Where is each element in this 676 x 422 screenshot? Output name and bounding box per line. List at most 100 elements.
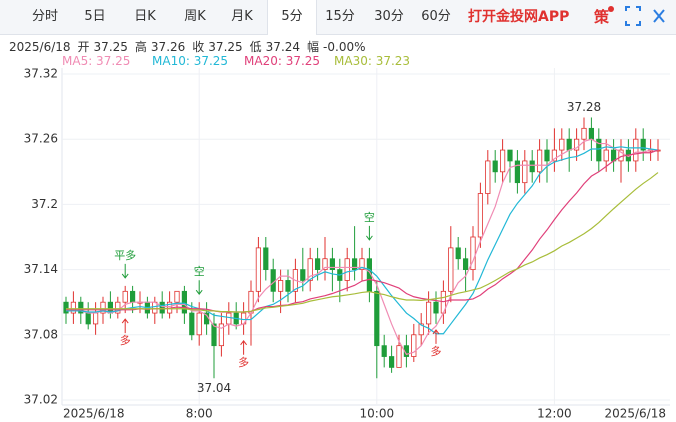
info-value: 37.25	[93, 40, 128, 54]
signal-arrow	[121, 318, 129, 334]
fullscreen-icon[interactable]	[625, 6, 641, 26]
candle-body	[152, 301, 158, 314]
strategy[interactable]: 策	[594, 8, 610, 26]
candle-body	[63, 301, 69, 314]
y-tick-label: 37.2	[31, 197, 58, 211]
y-tick-label: 37.26	[24, 132, 58, 146]
candle-body	[196, 312, 202, 336]
candle-body	[388, 356, 395, 368]
signal-label: 空	[194, 264, 205, 278]
tab[interactable]: 日K	[134, 9, 156, 24]
candle-body	[211, 323, 217, 347]
candle-body	[470, 236, 476, 270]
candle-body	[499, 149, 506, 173]
candle-body	[129, 290, 136, 303]
candle-body	[159, 301, 165, 314]
candle-body	[514, 160, 521, 184]
tab[interactable]: 分时	[31, 9, 58, 24]
candle-body	[640, 138, 646, 151]
info-label: 高	[134, 40, 147, 54]
y-tick-label: 37.08	[24, 327, 58, 341]
candle-body	[551, 149, 558, 162]
y-tick-label: 37.02	[24, 393, 58, 407]
candle-body	[285, 280, 291, 292]
candle-body	[359, 258, 365, 271]
candle-body	[611, 149, 617, 162]
candle-body	[351, 258, 358, 271]
candle-body	[277, 280, 284, 292]
candle-body	[566, 138, 572, 151]
candle-body	[448, 247, 454, 292]
info-line: 2025/6/18 开 37.25 高 37.26 收 37.25 低 37.24 幅 -0.00%	[9, 38, 373, 55]
candle-body	[174, 290, 180, 303]
candle-body	[270, 269, 276, 292]
candle-body	[492, 160, 498, 173]
candle-body	[418, 323, 424, 336]
candle-body	[522, 160, 528, 184]
x-tick-label: 10:00	[360, 407, 395, 421]
x-tick-label: 8:00	[186, 407, 213, 421]
candle-body	[226, 312, 232, 325]
candle-body	[544, 149, 550, 162]
candle-body	[122, 290, 128, 303]
candle-body	[485, 160, 491, 194]
tab[interactable]: 30分	[374, 9, 404, 24]
candle-body	[574, 138, 580, 151]
candle-body	[218, 323, 224, 347]
candle-body	[425, 301, 432, 325]
legend-entry: MA20: 37.25	[244, 54, 321, 68]
legend-entry: MA10: 37.25	[152, 54, 229, 68]
candle-body	[537, 149, 543, 173]
candle-body	[100, 301, 106, 314]
info-label: 低	[249, 40, 262, 54]
candle-body	[263, 247, 269, 271]
signal-label: 多	[431, 344, 442, 358]
tab[interactable]: 5日	[84, 9, 106, 24]
ma-line	[66, 149, 659, 313]
candle-body	[462, 258, 469, 271]
x-tick-label: 2025/6/18	[604, 407, 666, 421]
candle-body	[529, 160, 535, 173]
signal-label: 多	[120, 333, 131, 347]
candle-body	[344, 258, 350, 281]
extreme-label: 37.28	[567, 100, 601, 114]
tab[interactable]: 月K	[231, 9, 253, 24]
candle-body	[78, 301, 84, 314]
candle-body	[396, 345, 402, 368]
signal-arrow	[240, 339, 247, 355]
ma-line	[66, 172, 659, 313]
candle-body	[596, 138, 602, 162]
signal-arrow	[366, 225, 373, 241]
candle-body	[455, 247, 461, 260]
candle-body	[588, 127, 595, 140]
candle-body	[329, 258, 336, 271]
candle-body	[85, 312, 91, 325]
candle-body	[477, 193, 484, 238]
x-tick-label: 2025/6/18	[63, 407, 125, 421]
signal-arrow	[121, 263, 129, 279]
candle-body	[603, 149, 609, 162]
candle-body	[307, 258, 313, 281]
open-app[interactable]: 打开金投网APP	[468, 9, 570, 25]
info-label: 幅	[307, 40, 320, 54]
y-tick-label: 37.14	[24, 262, 58, 276]
signal-arrow	[432, 329, 440, 344]
info-value: 37.26	[150, 40, 186, 54]
signal-label: 多	[238, 355, 249, 369]
tab[interactable]: 60分	[421, 9, 451, 24]
y-tick-label: 37.32	[24, 67, 58, 81]
candle-body	[300, 269, 306, 281]
tab[interactable]: 周K	[184, 9, 206, 24]
candle-body	[115, 301, 121, 314]
candle-body	[255, 247, 262, 292]
tab[interactable]: 15分	[325, 9, 355, 24]
info-value: 37.24	[265, 40, 301, 54]
candle-body	[374, 290, 380, 347]
candle-body	[411, 334, 417, 357]
info-value: -0.00%	[323, 40, 366, 54]
info-date: 2025/6/18	[9, 40, 71, 54]
close-icon[interactable]	[653, 9, 665, 23]
extreme-label: 37.04	[197, 381, 231, 395]
tab[interactable]: 5分	[267, 0, 317, 35]
